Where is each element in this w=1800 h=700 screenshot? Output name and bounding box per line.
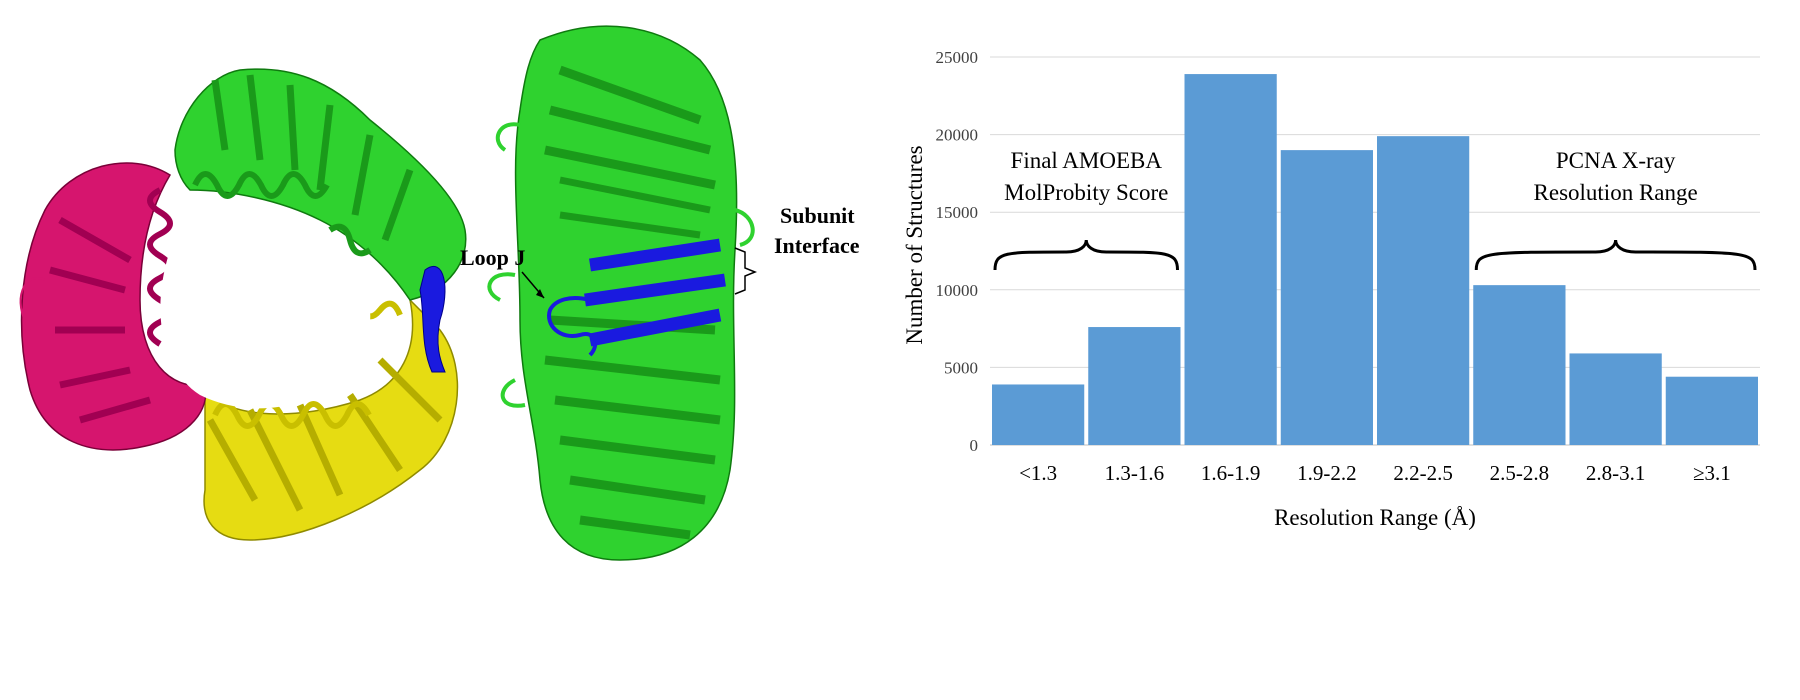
- bar: [1184, 74, 1277, 446]
- bar: [992, 384, 1085, 445]
- pcna-side-view: Loop J Subunit Interface: [460, 25, 860, 561]
- x-tick-labels: <1.3 1.3-1.6 1.6-1.9 1.9-2.2 2.2-2.5 2.5-2.8 2…: [1019, 461, 1731, 485]
- x-tick-label: <1.3: [1019, 461, 1057, 485]
- bar: [1569, 353, 1662, 445]
- loop-j-side: [547, 296, 598, 357]
- x-tick-label: 1.9-2.2: [1297, 461, 1357, 485]
- x-tick-label: 2.8-3.1: [1586, 461, 1646, 485]
- ring-hole: [160, 207, 371, 409]
- green-subunit: [174, 68, 467, 301]
- bar: [1280, 150, 1373, 445]
- bar: [1473, 285, 1566, 445]
- annotations: Final AMOEBA MolProbity Score PCNA X-ray Re…: [993, 148, 1757, 271]
- y-tick-labels: 0 5000 10000 15000 20000 25000: [936, 48, 979, 455]
- annotation-text: MolProbity Score: [1004, 180, 1168, 205]
- bar: [1088, 327, 1181, 445]
- bar: [1377, 136, 1470, 446]
- y-tick-label: 20000: [936, 126, 979, 145]
- x-tick-label: 2.5-2.8: [1490, 461, 1550, 485]
- brace: [1474, 239, 1757, 271]
- bar: [1665, 376, 1758, 445]
- annotation-text: PCNA X-ray: [1556, 148, 1676, 173]
- resolution-bar-chart: 0 5000 10000 15000 20000 25000 <1.3 1.3-1.6 1.6…: [902, 48, 1760, 530]
- y-tick-label: 0: [970, 436, 979, 455]
- interface-strands: [584, 238, 726, 347]
- annotation-text: Resolution Range: [1534, 180, 1698, 205]
- loop-j-label: Loop J: [460, 245, 525, 270]
- x-tick-label: 1.6-1.9: [1201, 461, 1261, 485]
- y-tick-label: 15000: [936, 203, 979, 222]
- interface-label: Interface: [774, 233, 860, 258]
- bars: [992, 74, 1758, 446]
- interface-bracket: [734, 247, 758, 295]
- x-axis-title: Resolution Range (Å): [1274, 505, 1476, 530]
- y-tick-label: 25000: [936, 48, 979, 67]
- pcna-ring-top-view: [19, 68, 467, 541]
- y-tick-label: 10000: [936, 281, 979, 300]
- x-tick-label: ≥3.1: [1693, 461, 1731, 485]
- brace: [993, 239, 1179, 271]
- loop-j-arrowhead: [536, 289, 544, 298]
- loop-j-ring: [419, 266, 446, 373]
- x-tick-label: 1.3-1.6: [1105, 461, 1165, 485]
- annotation-text: Final AMOEBA: [1011, 148, 1163, 173]
- y-axis-title: Number of Structures: [902, 145, 927, 344]
- subunit-label: Subunit: [780, 203, 855, 228]
- x-tick-label: 2.2-2.5: [1393, 461, 1453, 485]
- y-tick-label: 5000: [944, 358, 978, 377]
